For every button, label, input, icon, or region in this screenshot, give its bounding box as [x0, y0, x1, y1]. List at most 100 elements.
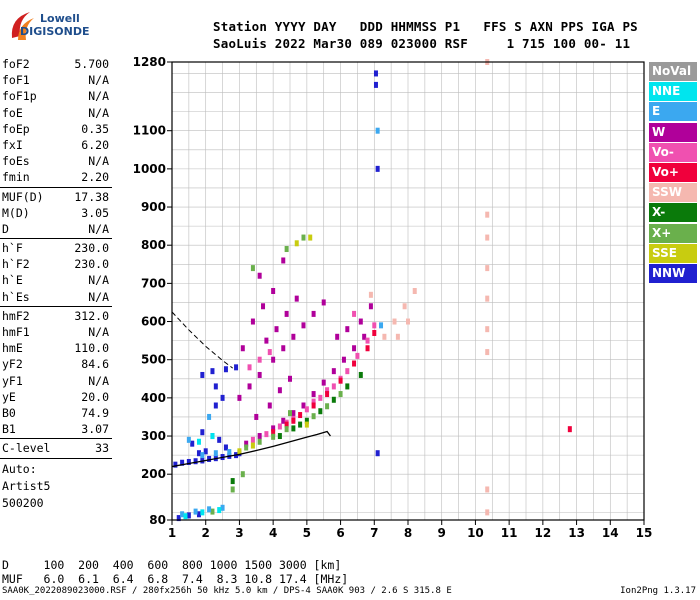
echo-point [311, 413, 316, 420]
echo-point [288, 375, 292, 382]
param-row-clevel: C-level 33 [0, 440, 112, 456]
x-tick-label: 6 [336, 526, 344, 540]
auto-code: 500200 [2, 495, 44, 510]
x-tick-label: 7 [370, 526, 378, 540]
legend-item: NoVal [649, 62, 697, 81]
param-key: foF1p [2, 89, 37, 104]
divider [0, 186, 112, 188]
param-key: B1 [2, 422, 16, 437]
echo-point [294, 240, 299, 247]
echo-point [485, 265, 490, 272]
echo-point [308, 234, 313, 241]
param-value: 110.0 [74, 341, 109, 356]
dashed-trace-curve [171, 311, 233, 369]
echo-point [311, 391, 316, 398]
param-value: 230.0 [74, 241, 109, 256]
echo-point [365, 337, 370, 344]
echo-point [244, 444, 249, 451]
echo-point [325, 387, 330, 394]
param-value: 20.0 [81, 389, 109, 404]
y-tick-label: 600 [141, 315, 166, 329]
echo-point [362, 333, 367, 340]
echo-point [281, 417, 286, 424]
y-tick-label: 1100 [133, 124, 166, 138]
param-row: hmE 110.0 [0, 340, 112, 356]
param-value: N/A [88, 289, 109, 304]
param-value: N/A [88, 273, 109, 288]
echo-point [250, 318, 255, 325]
echo-point [485, 326, 490, 333]
param-value: N/A [88, 221, 109, 236]
echo-point [304, 406, 309, 413]
echo-point [210, 508, 215, 515]
param-key: hmE [2, 341, 23, 356]
legend-item: SSE [649, 243, 697, 263]
echo-point [257, 438, 262, 445]
param-value: 6.20 [81, 137, 109, 152]
echo-point [186, 512, 191, 519]
echo-point [335, 333, 340, 340]
echo-point [213, 402, 218, 409]
param-key: foF1 [2, 73, 30, 88]
param-value: 2.20 [81, 170, 109, 185]
echo-point [352, 360, 357, 367]
echo-point [200, 371, 205, 378]
echo-point [345, 383, 350, 390]
echo-point [485, 349, 490, 356]
echo-point [240, 471, 245, 478]
param-value: 0.35 [81, 121, 109, 136]
param-row: fmin 2.20 [0, 169, 112, 185]
echo-point [341, 356, 346, 363]
echo-point [338, 391, 343, 398]
param-value: 33 [95, 441, 109, 456]
echo-point [291, 417, 296, 424]
param-value: N/A [88, 89, 109, 104]
divider [0, 457, 112, 459]
auto-label: Auto: [2, 461, 37, 476]
echo-point [250, 265, 255, 272]
distance-row: D 100 200 400 600 800 1000 1500 3000 [km… [2, 558, 342, 572]
legend-item: E [649, 102, 697, 122]
divider [0, 438, 112, 440]
divider [0, 305, 112, 307]
echo-point [250, 436, 255, 443]
param-row: MUF(D) 17.38 [0, 189, 112, 205]
version-label: Ion2Png 1.3.17 [620, 586, 696, 596]
echo-point [311, 310, 316, 317]
echo-point [237, 448, 242, 455]
echo-point [298, 412, 303, 419]
echo-point [196, 438, 201, 445]
param-row: foF1p N/A [0, 88, 112, 104]
logo-line1: Lowell [40, 12, 80, 25]
param-row: D N/A [0, 221, 112, 237]
echo-point [375, 127, 380, 134]
echo-point [392, 318, 397, 325]
echo-point [267, 402, 272, 409]
x-tick-label: 12 [535, 526, 552, 540]
param-key: h`F [2, 241, 23, 256]
echo-point [321, 379, 326, 386]
echo-point [186, 458, 191, 465]
echo-point [237, 394, 242, 401]
echo-point [304, 421, 309, 428]
echo-point [207, 455, 212, 462]
muf-row: MUF 6.0 6.1 6.4 6.8 7.4 8.3 10.8 17.4 [M… [2, 572, 349, 586]
param-row: M(D) 3.05 [0, 205, 112, 221]
echo-point [291, 425, 296, 432]
echo-point [213, 383, 218, 390]
x-tick-label: 9 [438, 526, 446, 540]
param-value: N/A [88, 154, 109, 169]
divider [0, 238, 112, 240]
param-value: 3.07 [81, 422, 109, 437]
echo-point [223, 444, 228, 451]
param-value: 230.0 [74, 257, 109, 272]
polarization-legend: NoVal NNE E W Vo- Vo+ SSW X- X+ SSE NNW [649, 62, 697, 284]
param-key: yE [2, 389, 16, 404]
y-tick-label: 80 [149, 513, 166, 527]
logo-swirl-icon [11, 12, 34, 40]
x-tick-label: 4 [269, 526, 277, 540]
legend-item: NNE [649, 82, 697, 102]
x-tick-label: 1 [168, 526, 176, 540]
param-row: foF1 N/A [0, 72, 112, 88]
param-value: N/A [88, 325, 109, 339]
